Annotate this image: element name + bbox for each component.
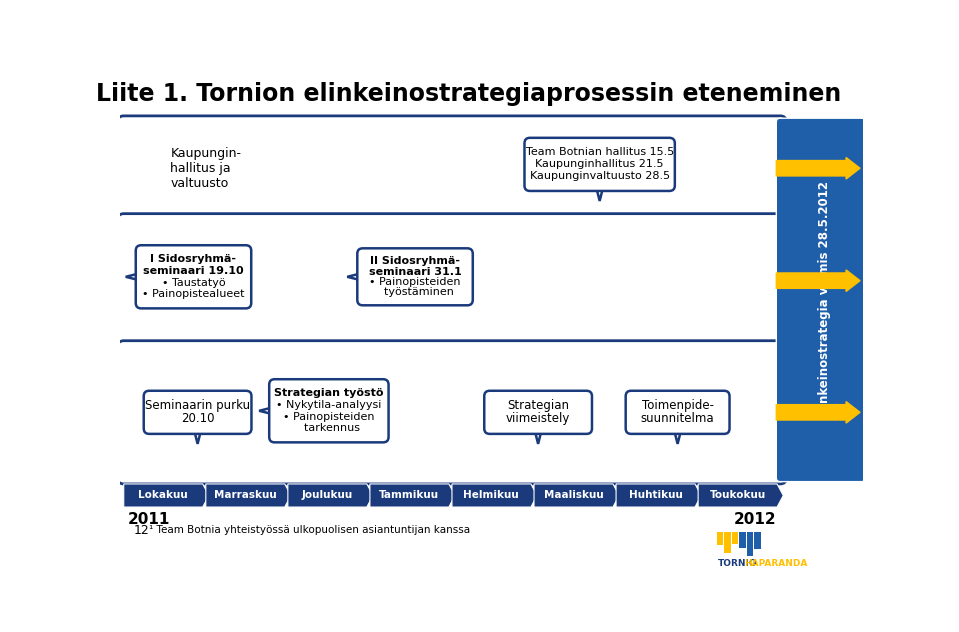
Polygon shape	[259, 407, 274, 415]
Text: 2011: 2011	[128, 512, 170, 526]
Text: Liite 1. Tornion elinkeinostrategiaprosessin eteneminen: Liite 1. Tornion elinkeinostrategiaprose…	[96, 82, 841, 106]
Bar	[724, 532, 731, 552]
Polygon shape	[288, 484, 373, 507]
Text: Kaupunginhallitus 21.5: Kaupunginhallitus 21.5	[535, 159, 664, 169]
Text: 20.10: 20.10	[181, 412, 215, 425]
Text: 12: 12	[134, 524, 150, 537]
Text: Kaupungin-
hallitus ja
valtuusto: Kaupungin- hallitus ja valtuusto	[171, 147, 242, 190]
Polygon shape	[674, 428, 682, 444]
Text: Team
Botnia¹: Team Botnia¹	[171, 398, 216, 427]
Bar	[732, 532, 738, 544]
FancyBboxPatch shape	[118, 214, 786, 348]
Polygon shape	[126, 273, 141, 281]
Text: HAPARANDA: HAPARANDA	[744, 559, 807, 568]
Text: • Taustatyö: • Taustatyö	[162, 277, 225, 288]
Text: Tammikuu: Tammikuu	[379, 490, 439, 501]
Text: Helmikuu: Helmikuu	[463, 490, 519, 501]
Text: • Painopisteiden: • Painopisteiden	[369, 277, 460, 287]
Text: seminaari 31.1: seminaari 31.1	[368, 267, 461, 277]
Text: Toukokuu: Toukokuu	[710, 490, 765, 501]
Text: Sidos-
ryhmät: Sidos- ryhmät	[171, 267, 216, 295]
FancyBboxPatch shape	[358, 248, 473, 305]
Text: • Painopisteiden: • Painopisteiden	[283, 411, 375, 422]
FancyBboxPatch shape	[625, 391, 730, 434]
Polygon shape	[452, 484, 537, 507]
Text: Elinkeinostrategia valmis 28.5.2012: Elinkeinostrategia valmis 28.5.2012	[818, 181, 831, 419]
Polygon shape	[596, 186, 603, 201]
FancyArrow shape	[776, 270, 860, 291]
FancyBboxPatch shape	[118, 341, 786, 484]
FancyArrow shape	[776, 401, 860, 423]
FancyBboxPatch shape	[484, 391, 592, 434]
Polygon shape	[534, 484, 620, 507]
Polygon shape	[534, 428, 542, 444]
Text: työstäminen: työstäminen	[377, 287, 454, 297]
Text: Lokakuu: Lokakuu	[138, 490, 188, 501]
FancyBboxPatch shape	[525, 138, 675, 191]
Polygon shape	[616, 484, 701, 507]
Bar	[716, 532, 723, 545]
Text: Strategian työstö: Strategian työstö	[274, 388, 384, 398]
Text: Marraskuu: Marraskuu	[214, 490, 276, 501]
FancyBboxPatch shape	[118, 116, 786, 221]
Text: II Sidosryhmä-: II Sidosryhmä-	[370, 257, 460, 267]
FancyArrow shape	[776, 157, 860, 179]
Bar	[754, 532, 760, 549]
Text: ¹ Team Botnia yhteistyössä ulkopuolisen asiantuntijan kanssa: ¹ Team Botnia yhteistyössä ulkopuolisen …	[150, 525, 471, 535]
Polygon shape	[698, 484, 784, 507]
Bar	[747, 532, 753, 556]
Text: 2012: 2012	[734, 512, 776, 526]
Text: Huhtikuu: Huhtikuu	[628, 490, 683, 501]
Text: Seminaarin purku: Seminaarin purku	[145, 399, 250, 412]
Text: seminaari 19.10: seminaari 19.10	[143, 266, 244, 276]
Bar	[739, 532, 746, 548]
Text: suunnitelma: suunnitelma	[641, 412, 714, 425]
FancyBboxPatch shape	[136, 245, 251, 308]
Text: Toimenpide-: Toimenpide-	[642, 399, 713, 412]
FancyBboxPatch shape	[144, 391, 251, 434]
Text: Team Botnian hallitus 15.5: Team Botnian hallitus 15.5	[526, 147, 674, 157]
Text: tarkennus: tarkennus	[297, 423, 361, 434]
Text: Kaupunginvaltuusto 28.5: Kaupunginvaltuusto 28.5	[529, 171, 669, 181]
FancyBboxPatch shape	[269, 379, 388, 442]
Text: • Painopistealueet: • Painopistealueet	[142, 289, 245, 300]
Polygon shape	[347, 273, 363, 281]
Text: viimeistely: viimeistely	[506, 412, 571, 425]
Polygon shape	[370, 484, 456, 507]
FancyBboxPatch shape	[776, 118, 865, 482]
Text: I Sidosryhmä-: I Sidosryhmä-	[151, 254, 237, 264]
Polygon shape	[194, 428, 201, 444]
Text: • Nykytila-analyysi: • Nykytila-analyysi	[276, 400, 382, 410]
Polygon shape	[124, 484, 209, 507]
Polygon shape	[206, 484, 291, 507]
Text: TORNIO: TORNIO	[717, 559, 757, 568]
Text: Joulukuu: Joulukuu	[302, 490, 353, 501]
Text: Maaliskuu: Maaliskuu	[544, 490, 603, 501]
Text: Strategian: Strategian	[507, 399, 569, 412]
